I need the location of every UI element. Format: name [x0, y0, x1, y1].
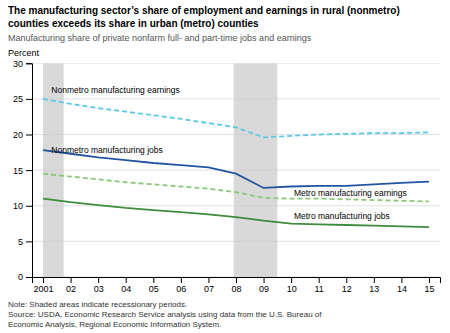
y-tick: 5	[18, 237, 32, 247]
x-tick-mark	[181, 277, 182, 283]
y-tick-mark	[26, 241, 32, 242]
x-tick: 12	[342, 277, 352, 294]
title: The manufacturing sector’s share of empl…	[8, 5, 400, 29]
x-tick-label: 13	[369, 284, 379, 294]
note-line: Note: Shaded areas indicate recessionary…	[8, 300, 187, 309]
annotations: Nonmetro manufacturing earnings Nonmetro …	[51, 85, 407, 221]
grid-line	[32, 134, 440, 135]
title-line: counties exceeds its share in urban (met…	[8, 18, 259, 29]
y-tick: 0	[18, 272, 32, 282]
x-tick-mark	[374, 277, 375, 283]
y-tick-label: 15	[13, 166, 23, 176]
subtitle: Manufacturing share of private nonfarm f…	[8, 33, 312, 43]
x-tick: 13	[369, 277, 379, 294]
x-tick: 02	[66, 277, 76, 294]
x-tick-mark	[126, 277, 127, 283]
x-tick-label: 03	[94, 284, 104, 294]
y-tick-label: 25	[13, 94, 23, 104]
series-line	[43, 99, 429, 137]
y-tick: 10	[13, 201, 32, 211]
chart: The manufacturing sector’s share of empl…	[0, 0, 450, 333]
y-tick: 30	[13, 59, 32, 69]
y-tick-mark	[26, 135, 32, 136]
grid-line	[32, 241, 440, 242]
grid	[32, 63, 440, 277]
x-tick: 07	[204, 277, 214, 294]
x-tick-mark	[98, 277, 99, 283]
x-tick-mark	[236, 277, 237, 283]
annotation: Metro manufacturing earnings	[294, 188, 407, 198]
grid-line	[32, 63, 440, 64]
x-tick: 04	[121, 277, 131, 294]
x-tick-mark	[429, 277, 430, 283]
y-axis-line	[26, 64, 33, 278]
series-line	[43, 199, 429, 228]
x-tick: 09	[259, 277, 269, 294]
subtitle-line: Manufacturing share of private nonfarm f…	[8, 33, 312, 43]
x-tick-label: 07	[204, 284, 214, 294]
x-tick-label: 11	[315, 284, 324, 294]
y-axis: 0 5 10 15 20 25 30	[13, 59, 33, 283]
annotation: Nonmetro manufacturing earnings	[51, 85, 180, 95]
y-tick-mark	[26, 206, 32, 207]
note: Note: Shaded areas indicate recessionary…	[8, 300, 322, 329]
x-tick: 03	[94, 277, 104, 294]
y-tick: 25	[13, 94, 32, 104]
series-line	[43, 150, 429, 188]
x-axis: 2001 02 03 04 05 06 07 08 09 10 11 12 13 14 15	[33, 277, 441, 294]
x-tick: 08	[231, 277, 241, 294]
x-tick-mark	[208, 277, 209, 283]
x-tick-mark	[291, 277, 292, 283]
grid-line	[32, 98, 440, 99]
y-axis-label: Percent	[8, 48, 40, 58]
plot-area	[32, 63, 440, 277]
y-tick-label: 20	[13, 130, 23, 140]
x-tick-mark	[43, 277, 44, 283]
annotation: Nonmetro manufacturing jobs	[51, 145, 163, 155]
y-tick-mark	[26, 99, 32, 100]
title-line: The manufacturing sector’s share of empl…	[8, 5, 400, 16]
x-tick: 2001	[34, 277, 54, 294]
x-tick: 10	[287, 277, 297, 294]
x-tick-mark	[401, 277, 402, 283]
series-line	[43, 174, 429, 202]
x-tick: 05	[149, 277, 159, 294]
y-tick-label: 0	[18, 272, 23, 282]
annotation: Metro manufacturing jobs	[294, 211, 390, 221]
x-tick-label: 2001	[34, 284, 54, 294]
y-tick-label: 5	[18, 237, 23, 247]
y-tick-mark	[26, 170, 32, 171]
x-tick-label: 05	[149, 284, 159, 294]
y-tick-mark	[26, 63, 32, 64]
x-tick-label: 10	[287, 284, 297, 294]
x-tick-label: 06	[176, 284, 186, 294]
x-tick: 11	[315, 277, 324, 294]
x-tick: 06	[176, 277, 186, 294]
y-tick: 15	[13, 166, 32, 176]
y-tick-label: 10	[13, 201, 23, 211]
x-tick-mark	[319, 277, 320, 283]
x-tick-label: 04	[121, 284, 131, 294]
y-tick: 20	[13, 130, 32, 140]
y-tick-label: 30	[13, 59, 23, 69]
x-tick-label: 08	[231, 284, 241, 294]
y-tick-mark	[26, 277, 32, 278]
note-line: Economic Analysis, Regional Economic Inf…	[8, 320, 221, 329]
x-tick-label: 15	[424, 284, 434, 294]
x-tick-mark	[153, 277, 154, 283]
x-tick-label: 09	[259, 284, 269, 294]
note-line: Source: USDA, Economic Research Service …	[8, 310, 322, 319]
grid-line	[32, 277, 440, 278]
x-tick-mark	[346, 277, 347, 283]
x-tick-mark	[264, 277, 265, 283]
grid-line	[32, 170, 440, 171]
x-tick-mark	[71, 277, 72, 283]
x-axis-line	[33, 278, 441, 284]
x-tick: 14	[397, 277, 407, 294]
x-tick-label: 14	[397, 284, 407, 294]
x-tick-label: 12	[342, 284, 352, 294]
x-tick-label: 02	[66, 284, 76, 294]
x-tick: 15	[424, 277, 434, 294]
